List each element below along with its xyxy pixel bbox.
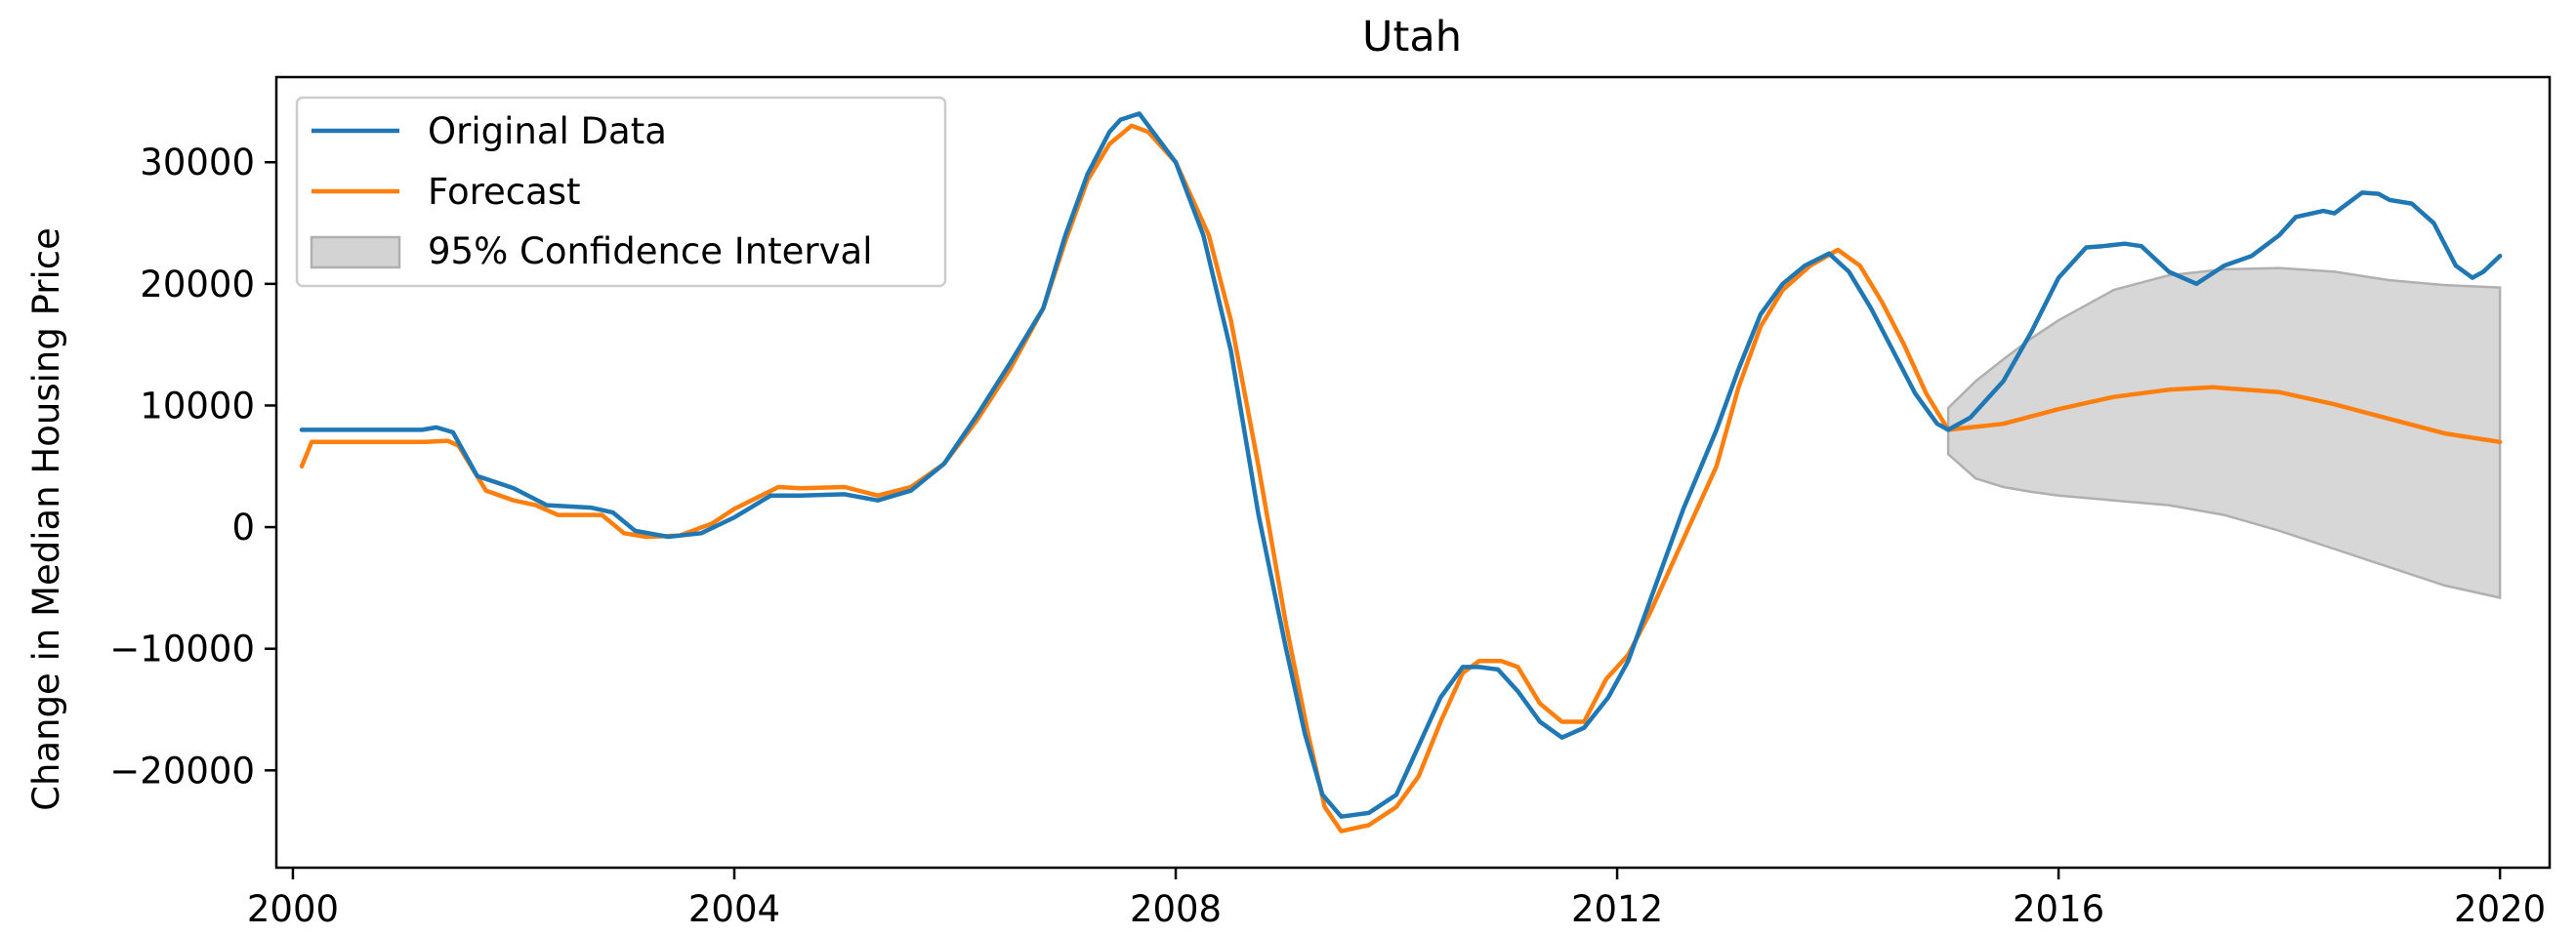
x-axis: 2000 2004 2008 2012 2016 2020: [247, 868, 2546, 930]
y-axis-label: Change in Median Housing Price: [25, 227, 67, 811]
x-tick-label: 2004: [688, 888, 780, 930]
confidence-interval-band: [1946, 266, 2502, 599]
plot-frame: [274, 75, 2552, 870]
y-axis: −20000 −10000 0 10000 20000 30000: [109, 142, 276, 792]
forecast-line: [299, 123, 2503, 834]
legend-ci-label: 95% Confidence Interval: [428, 230, 873, 272]
y-tick-label: 10000: [140, 385, 255, 427]
chart-title: Utah: [1362, 13, 1462, 61]
x-tick-label: 2008: [1130, 888, 1222, 930]
y-tick-label: 20000: [140, 264, 255, 305]
original-data-line: [299, 111, 2503, 819]
y-tick-label: 0: [231, 507, 255, 549]
x-tick-label: 2012: [1571, 888, 1663, 930]
y-tick-label: −10000: [109, 629, 255, 671]
plot-area: [299, 111, 2503, 834]
legend-original-label: Original Data: [428, 110, 667, 152]
x-tick-label: 2020: [2454, 888, 2546, 930]
legend-forecast-label: Forecast: [428, 171, 581, 213]
legend-ci-swatch: [310, 235, 401, 269]
legend: Original Data Forecast 95% Confidence In…: [295, 96, 947, 288]
y-tick-label: 30000: [140, 142, 255, 183]
x-tick-label: 2016: [2013, 888, 2104, 930]
x-tick-label: 2000: [247, 888, 339, 930]
legend-box: [295, 96, 947, 288]
y-tick-label: −20000: [109, 750, 255, 792]
